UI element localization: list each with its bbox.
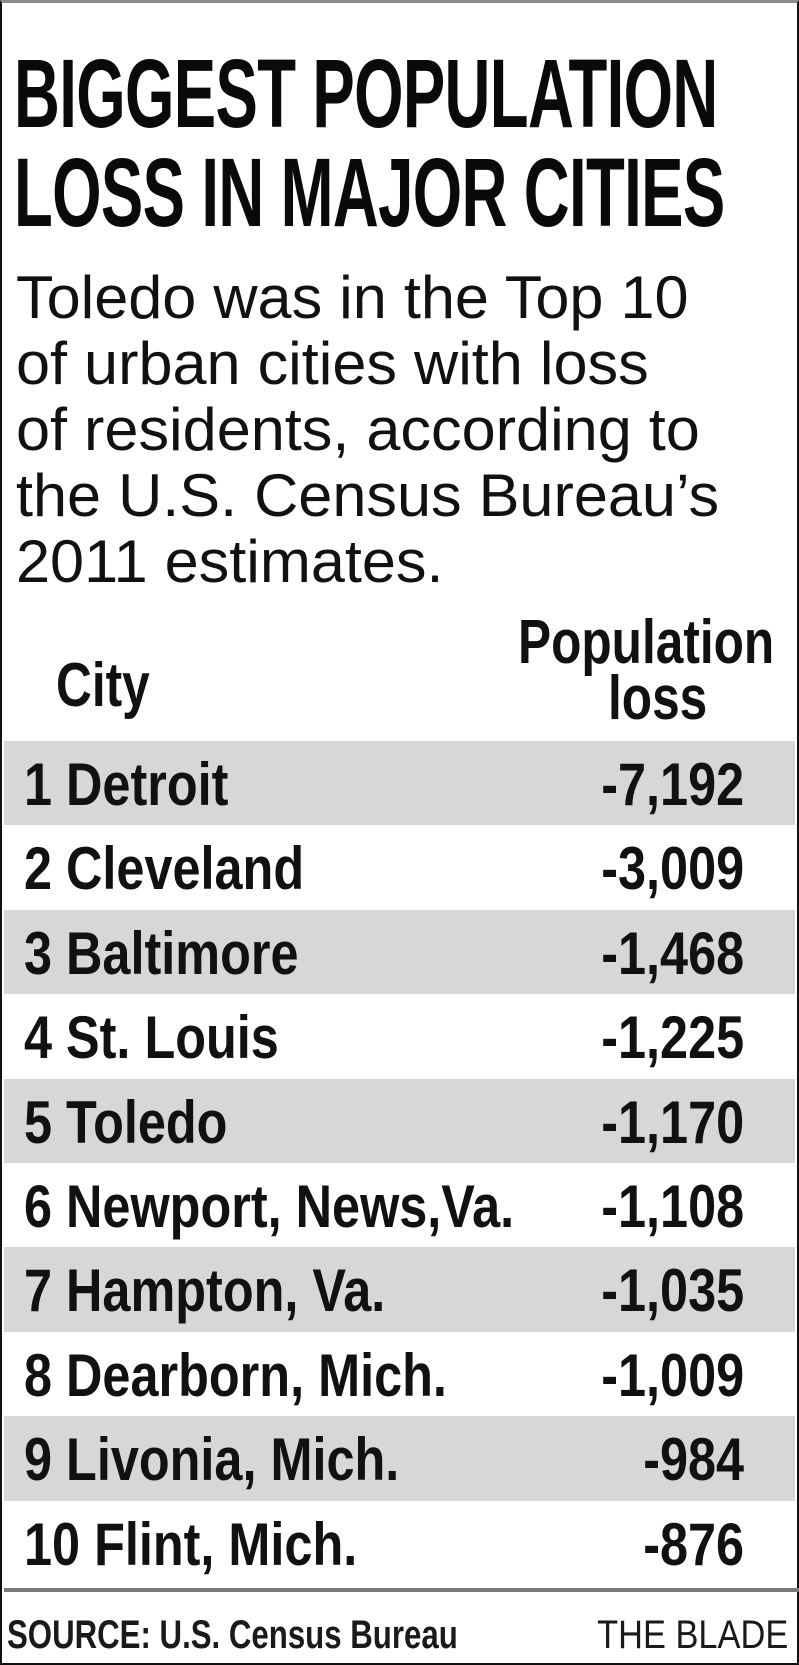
loss-cell: -3,009 xyxy=(601,835,744,903)
city-cell: 7 Hampton, Va. xyxy=(24,1257,386,1325)
loss-cell: -1,108 xyxy=(601,1172,744,1240)
subtitle-line: of urban cities with loss xyxy=(16,330,649,397)
city-cell: 8 Dearborn, Mich. xyxy=(24,1341,447,1409)
loss-cell: -7,192 xyxy=(601,751,744,818)
column-header-city: City xyxy=(56,651,150,720)
table-row: 6 Newport, News,Va. -1,108 xyxy=(4,1163,795,1247)
table-row: 9 Livonia, Mich. -984 xyxy=(4,1416,795,1501)
city-cell: 6 Newport, News,Va. xyxy=(24,1172,515,1240)
table-row: 7 Hampton, Va. -1,035 xyxy=(4,1247,795,1332)
subtitle-line: Toledo was in the Top 10 xyxy=(16,264,689,331)
subtitle-line: 2011 estimates. xyxy=(16,528,444,595)
publisher-credit: THE BLADE xyxy=(596,1613,788,1657)
city-cell: 9 Livonia, Mich. xyxy=(24,1426,400,1494)
loss-cell: -876 xyxy=(643,1510,744,1578)
city-cell: 2 Cleveland xyxy=(24,835,305,903)
loss-cell: -1,009 xyxy=(601,1341,744,1409)
table-row: 4 St. Louis -1,225 xyxy=(4,994,795,1078)
headline-line-1: BIGGEST POPULATION xyxy=(14,39,718,148)
city-cell: 4 St. Louis xyxy=(24,1004,279,1072)
data-table: 1 Detroit -7,192 2 Cleveland -3,009 3 Ba… xyxy=(4,741,795,1585)
city-cell: 3 Baltimore xyxy=(24,919,299,987)
loss-cell: -1,468 xyxy=(601,919,744,987)
footer-divider xyxy=(4,1588,799,1592)
loss-cell: -1,035 xyxy=(601,1257,744,1325)
loss-cell: -1,225 xyxy=(601,1004,744,1072)
table-row: 2 Cleveland -3,009 xyxy=(4,825,795,909)
loss-cell: -984 xyxy=(643,1426,744,1494)
table-row: 8 Dearborn, Mich. -1,009 xyxy=(4,1332,795,1416)
headline-line-2: LOSS IN MAJOR CITIES xyxy=(14,138,725,247)
city-cell: 1 Detroit xyxy=(24,751,229,818)
column-header-loss-line-2: loss xyxy=(608,664,708,733)
loss-cell: -1,170 xyxy=(601,1088,744,1156)
table-row: 5 Toledo -1,170 xyxy=(4,1078,795,1163)
subtitle-line: the U.S. Census Bureau’s xyxy=(16,462,720,529)
source-note: SOURCE: U.S. Census Bureau xyxy=(7,1613,458,1657)
column-header-loss-line-1: Population xyxy=(518,608,775,677)
city-cell: 10 Flint, Mich. xyxy=(24,1510,358,1578)
table-row: 3 Baltimore -1,468 xyxy=(4,909,795,995)
table-row: 1 Detroit -7,192 xyxy=(4,741,795,826)
table-row: 10 Flint, Mich. -876 xyxy=(4,1501,795,1585)
city-cell: 5 Toledo xyxy=(24,1088,228,1156)
subtitle-line: of residents, according to xyxy=(16,396,700,463)
